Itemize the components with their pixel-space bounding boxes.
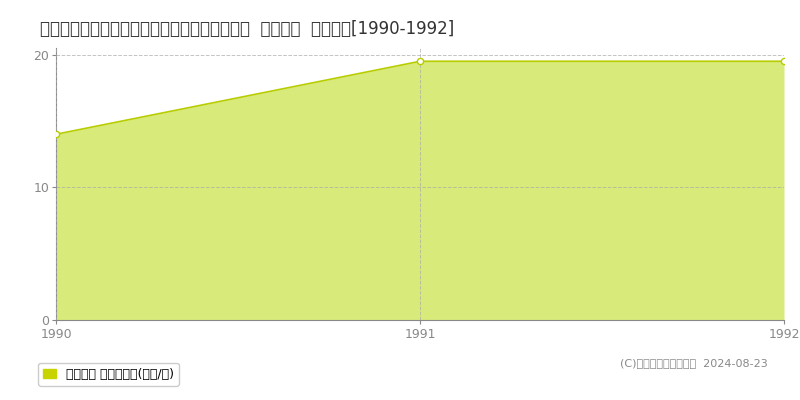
Text: (C)土地価格ドットコム  2024-08-23: (C)土地価格ドットコム 2024-08-23 xyxy=(620,358,768,368)
Point xyxy=(778,58,790,64)
Point xyxy=(414,58,426,64)
Legend: 地価公示 平均坪単価(万円/坪): 地価公示 平均坪単価(万円/坪) xyxy=(38,363,178,386)
Point xyxy=(50,131,62,138)
Text: 北海道札幌市手稲区曙８条２丁目１９番３７外  地価公示  地価推移[1990-1992]: 北海道札幌市手稲区曙８条２丁目１９番３７外 地価公示 地価推移[1990-199… xyxy=(40,20,454,38)
